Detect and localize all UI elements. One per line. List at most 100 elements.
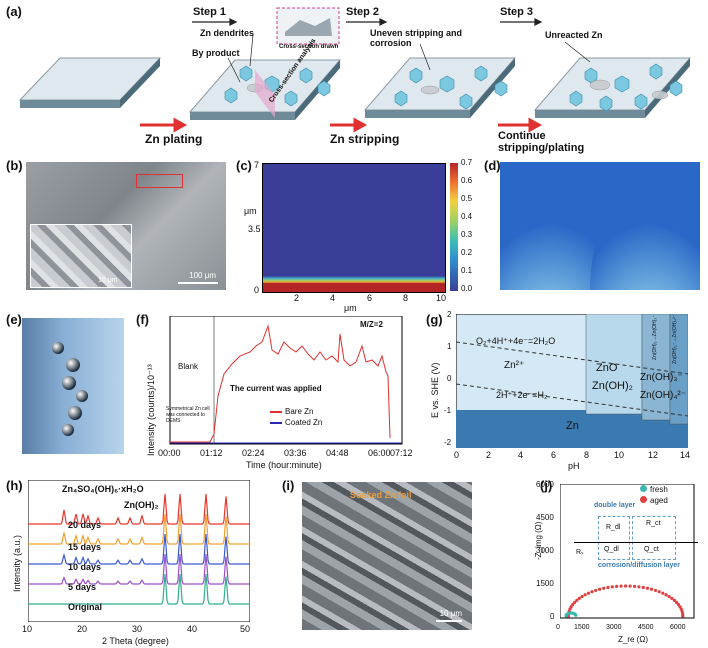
panel-label-c: (c) <box>236 158 252 173</box>
zn-dendrites-label: Zn dendrites <box>200 28 255 38</box>
nyquist-point <box>571 602 575 607</box>
cbar-tick: 0.5 <box>461 194 473 203</box>
panel-c-x-tick-2: 6 <box>367 293 373 303</box>
step3-label: Step 3 <box>500 6 534 18</box>
unreacted-zn-label: Unreacted Zn <box>545 30 603 40</box>
panel-j-rdl: R_dl <box>606 524 621 531</box>
panel-c-colorbar-ticks: 0.7 0.6 0.5 0.4 0.3 0.2 0.1 0.0 <box>461 158 487 298</box>
nyquist-point <box>661 591 665 595</box>
zn-plating-label: Zn plating <box>145 132 203 146</box>
nyquist-point <box>624 584 628 588</box>
panel-label-e: (e) <box>6 312 22 327</box>
panel-j-nyquist <box>560 484 695 619</box>
panel-h-ylabel: Intensity (a.u.) <box>12 534 22 592</box>
panel-g-vert1: Zn(OH)₂→Zn(OH)₃⁻ <box>652 315 658 360</box>
by-product-label: By product <box>192 48 240 58</box>
continue-label: Continue stripping/plating <box>498 130 585 154</box>
panel-h-trace-label-4: Original <box>68 602 103 612</box>
panel-j-rs: Rₛ <box>576 549 584 556</box>
panel-h-trace-label-1: 15 days <box>68 542 102 552</box>
nyquist-point <box>632 584 637 588</box>
panel-d-simulation <box>500 162 700 290</box>
panel-i-sem-image: Soaked Zn foil 10 μm <box>302 482 472 630</box>
nyquist-point <box>574 613 578 617</box>
panel-label-j: (j) <box>540 478 553 493</box>
panel-f-ylabel: Intensity (counts)/10⁻¹³ <box>146 364 156 456</box>
panel-f-mz: M/Z=2 <box>360 320 383 329</box>
panel-label-a: (a) <box>6 4 22 19</box>
nyquist-point <box>667 594 671 599</box>
nyquist-point <box>615 584 619 588</box>
nyquist-point <box>594 588 598 593</box>
panel-a-schematic <box>18 7 692 133</box>
nyquist-point <box>577 596 581 600</box>
panel-h-znoh2: Zn(OH)₂ <box>124 500 159 510</box>
step1-label: Step 1 <box>193 6 227 18</box>
nyquist-point <box>628 584 632 588</box>
panel-f-symmetrical: Symmetrical Zn cell was connected to DEM… <box>166 406 210 424</box>
panel-c-colorbar <box>450 163 458 291</box>
panel-b-inset-image <box>30 224 132 288</box>
panel-c-x-tick-0: 2 <box>294 293 300 303</box>
cbar-tick: 0.3 <box>461 230 473 239</box>
nyquist-point <box>681 614 685 618</box>
xrd-trace <box>28 493 250 525</box>
panel-g-xlabel: pH <box>568 461 580 471</box>
nyquist-point <box>583 593 587 597</box>
zn-stripping-label: Zn stripping <box>330 132 400 146</box>
panel-f-plot <box>169 316 403 445</box>
panel-j-circuit: double layer Rₛ R_dl R_ct Q_dl Q_ct corr… <box>574 502 698 582</box>
panel-label-i: (i) <box>282 478 295 493</box>
panel-f-legend: Bare Zn Coated Zn <box>270 406 322 428</box>
panel-g-znoh4: Zn(OH)₄²⁻ <box>640 390 687 401</box>
nyquist-point <box>641 585 645 590</box>
panel-c-ylabel: μm <box>244 206 257 216</box>
panel-label-f: (f) <box>136 312 149 327</box>
panel-g-zn: Zn <box>566 420 579 432</box>
panel-f-xlabel: Time (hour:minute) <box>246 460 322 470</box>
cbar-tick: 0.0 <box>461 284 473 293</box>
step2-label: Step 2 <box>346 6 380 18</box>
panel-g-zn2: Zn²⁺ <box>504 360 525 371</box>
uneven-stripping-label: Uneven stripping and corrosion <box>370 28 463 48</box>
nyquist-point <box>653 588 658 593</box>
panel-g-pourbaix <box>456 314 688 448</box>
nyquist-point <box>637 585 641 589</box>
panel-label-d: (d) <box>484 158 501 173</box>
nyquist-point <box>610 585 614 589</box>
cbar-tick: 0.1 <box>461 266 473 275</box>
nyquist-point <box>672 598 676 602</box>
panel-g-zno: ZnO <box>596 362 618 374</box>
legend-coated-zn: Coated Zn <box>270 417 322 428</box>
panel-j-qdl: Q_dl <box>604 546 619 553</box>
panel-i-scale: 10 μm <box>439 609 462 618</box>
panel-g-znoh2: Zn(OH)₂ <box>592 380 633 392</box>
xrd-trace <box>28 513 250 545</box>
panel-j-xlabel: Z_re (Ω) <box>618 635 648 644</box>
cbar-tick: 0.4 <box>461 212 473 221</box>
panel-h-trace-label-2: 10 days <box>68 562 102 572</box>
panel-f-applied: The current was applied <box>230 384 322 393</box>
nyquist-point <box>586 591 591 595</box>
panel-label-g: (g) <box>426 312 443 327</box>
panel-c-surface-layer <box>263 276 445 292</box>
panel-label-h: (h) <box>6 478 23 493</box>
xrd-trace <box>28 533 250 565</box>
panel-c-x-tick-3: 8 <box>403 293 409 303</box>
panel-c-x-tick-4: 10 <box>436 293 447 303</box>
nyquist-point <box>670 596 674 600</box>
panel-j-legend: fresh aged <box>640 484 668 506</box>
nyquist-point <box>602 586 606 590</box>
legend-fresh: fresh <box>640 484 668 495</box>
panel-b-scale-small: 10 μm <box>98 277 118 284</box>
legend-aged: aged <box>640 495 668 506</box>
panel-c-y-tick-1: 3.5 <box>248 224 261 234</box>
panel-e-bubbles-photo <box>22 318 124 454</box>
nyquist-point <box>645 586 650 590</box>
panel-h-trace-label-3: 5 days <box>68 582 97 592</box>
nyquist-point <box>580 594 584 599</box>
cross-section-drawn-label: Cross-section drawn <box>279 44 339 50</box>
panel-c-y-tick-0: 7 <box>254 160 260 170</box>
panel-g-o2: O₂+4H⁺+4e⁻=2H₂O <box>476 336 556 346</box>
nyquist-point <box>649 587 654 591</box>
